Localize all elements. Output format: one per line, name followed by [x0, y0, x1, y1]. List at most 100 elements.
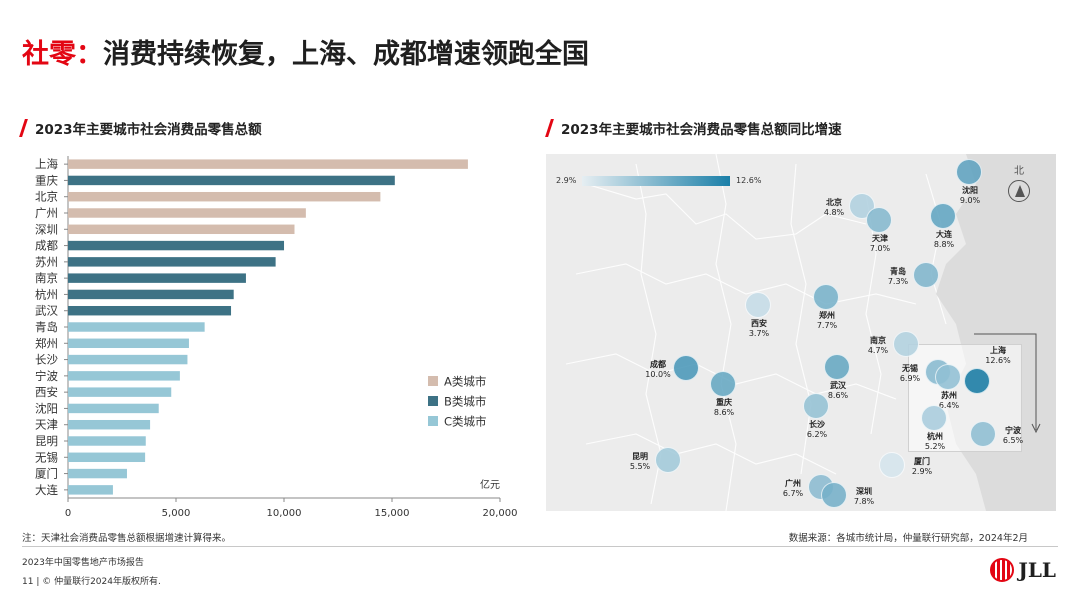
- bar: [68, 208, 306, 218]
- x-tick-label: 10,000: [267, 508, 302, 519]
- city-growth: 7.3%: [887, 277, 909, 286]
- growth-scale-max-label: 12.6%: [736, 176, 762, 185]
- left-chart-subtitle: 2023年主要城市社会消费品零售总额: [19, 118, 262, 138]
- bar: [68, 191, 381, 202]
- category-label: 长沙: [35, 353, 58, 367]
- city-name: 天津: [872, 234, 888, 243]
- bar: [68, 159, 468, 169]
- city-label: 广州 6.7%: [778, 479, 808, 499]
- category-label: 南京: [35, 271, 58, 285]
- city-bubble: [745, 292, 771, 318]
- city-bubble: [821, 482, 847, 508]
- x-tick-label: 5,000: [162, 508, 191, 519]
- city-name: 广州: [785, 479, 801, 488]
- footer-divider: [22, 546, 1058, 547]
- bar: [68, 240, 285, 251]
- city-growth: 5.2%: [924, 442, 946, 451]
- right-chart-subtitle: 2023年主要城市社会消费品零售总额同比增速: [545, 118, 842, 138]
- category-label: 郑州: [35, 336, 58, 350]
- subtitle-slash-icon: [545, 119, 554, 137]
- category-label: 天津: [35, 418, 58, 432]
- category-label: 厦门: [35, 467, 58, 481]
- category-label: 上海: [35, 157, 58, 171]
- city-label: 西安 3.7%: [744, 319, 774, 339]
- city-label: 昆明 5.5%: [625, 452, 655, 472]
- growth-scale-min-label: 2.9%: [556, 176, 577, 185]
- yangtze-delta-inset: [908, 344, 1022, 452]
- bar: [68, 419, 151, 430]
- city-name: 宁波: [1005, 426, 1021, 435]
- city-growth: 7.8%: [853, 497, 875, 506]
- category-label: 苏州: [35, 255, 58, 269]
- category-label: 宁波: [35, 369, 58, 383]
- city-name: 长沙: [809, 420, 825, 429]
- city-name: 武汉: [830, 381, 846, 390]
- city-growth: 8.6%: [713, 408, 735, 417]
- bar: [68, 224, 295, 235]
- city-growth: 6.4%: [938, 401, 960, 410]
- city-label: 厦门 2.9%: [907, 457, 937, 477]
- city-name: 深圳: [856, 487, 872, 496]
- x-tick-label: 0: [65, 508, 71, 519]
- bar: [68, 403, 159, 414]
- city-bubble: [824, 354, 850, 380]
- legend-label: A类城市: [444, 375, 486, 389]
- jll-logo-icon: [990, 558, 1015, 582]
- city-name: 西安: [751, 319, 767, 328]
- page-title-accent: 社零：: [22, 39, 103, 70]
- category-label: 沈阳: [35, 401, 58, 415]
- category-label: 西安: [35, 385, 58, 399]
- bar: [68, 354, 188, 365]
- compass-icon: [1008, 180, 1030, 202]
- city-name: 杭州: [927, 432, 943, 441]
- growth-bubble-map: 2.9% 12.6% 北 北京 4.8% 天津 7.0% 沈阳 9.0% 大连 8.8% 青岛 7…: [546, 154, 1056, 511]
- city-name: 沈阳: [962, 186, 978, 195]
- bar: [68, 257, 276, 267]
- growth-color-scale: [582, 176, 730, 186]
- unit-label: 亿元: [480, 478, 500, 491]
- city-bubble: [803, 393, 829, 419]
- city-label: 青岛 7.3%: [883, 267, 913, 287]
- city-name: 无锡: [902, 364, 918, 373]
- city-label: 天津 7.0%: [865, 234, 895, 254]
- data-source: 数据来源：各城市统计局，仲量联行研究部，2024年2月: [788, 533, 1028, 544]
- city-bubble: [893, 331, 919, 357]
- report-title: 2023年中国零售地产市场报告: [22, 558, 144, 568]
- category-label: 大连: [35, 483, 58, 497]
- jll-logo: JLL: [990, 556, 1056, 584]
- city-bubble: [913, 262, 939, 288]
- city-bubble: [956, 159, 982, 185]
- jll-logo-text: JLL: [1018, 558, 1056, 582]
- city-bubble: [970, 421, 996, 447]
- city-label: 长沙 6.2%: [802, 420, 832, 440]
- city-label: 深圳 7.8%: [849, 487, 879, 507]
- category-label: 武汉: [35, 304, 58, 318]
- city-name: 大连: [936, 230, 952, 239]
- city-growth: 12.6%: [985, 356, 1011, 365]
- city-label: 成都 10.0%: [643, 360, 673, 380]
- category-label: 青岛: [35, 320, 58, 334]
- city-name: 上海: [990, 346, 1006, 355]
- city-label: 宁波 6.5%: [998, 426, 1028, 446]
- city-growth: 6.5%: [1002, 436, 1024, 445]
- city-label: 南京 4.7%: [863, 336, 893, 356]
- category-label: 无锡: [35, 450, 58, 464]
- city-label: 沈阳 9.0%: [955, 186, 985, 206]
- north-arrow-icon: 北: [1004, 162, 1034, 202]
- city-growth: 4.7%: [867, 346, 889, 355]
- bar: [68, 289, 234, 300]
- city-growth: 5.5%: [629, 462, 651, 471]
- bar: [68, 273, 246, 283]
- city-name: 北京: [826, 198, 842, 207]
- bar: [68, 371, 180, 381]
- city-name: 厦门: [914, 457, 930, 466]
- x-tick-label: 15,000: [375, 508, 410, 519]
- bar: [68, 305, 232, 316]
- city-bubble: [710, 371, 736, 397]
- subtitle-slash-icon: [19, 119, 28, 137]
- city-growth: 4.8%: [823, 208, 845, 217]
- city-name: 成都: [650, 360, 666, 369]
- category-label: 昆明: [35, 434, 58, 448]
- legend-swatch: [428, 376, 438, 386]
- city-growth: 6.2%: [806, 430, 828, 439]
